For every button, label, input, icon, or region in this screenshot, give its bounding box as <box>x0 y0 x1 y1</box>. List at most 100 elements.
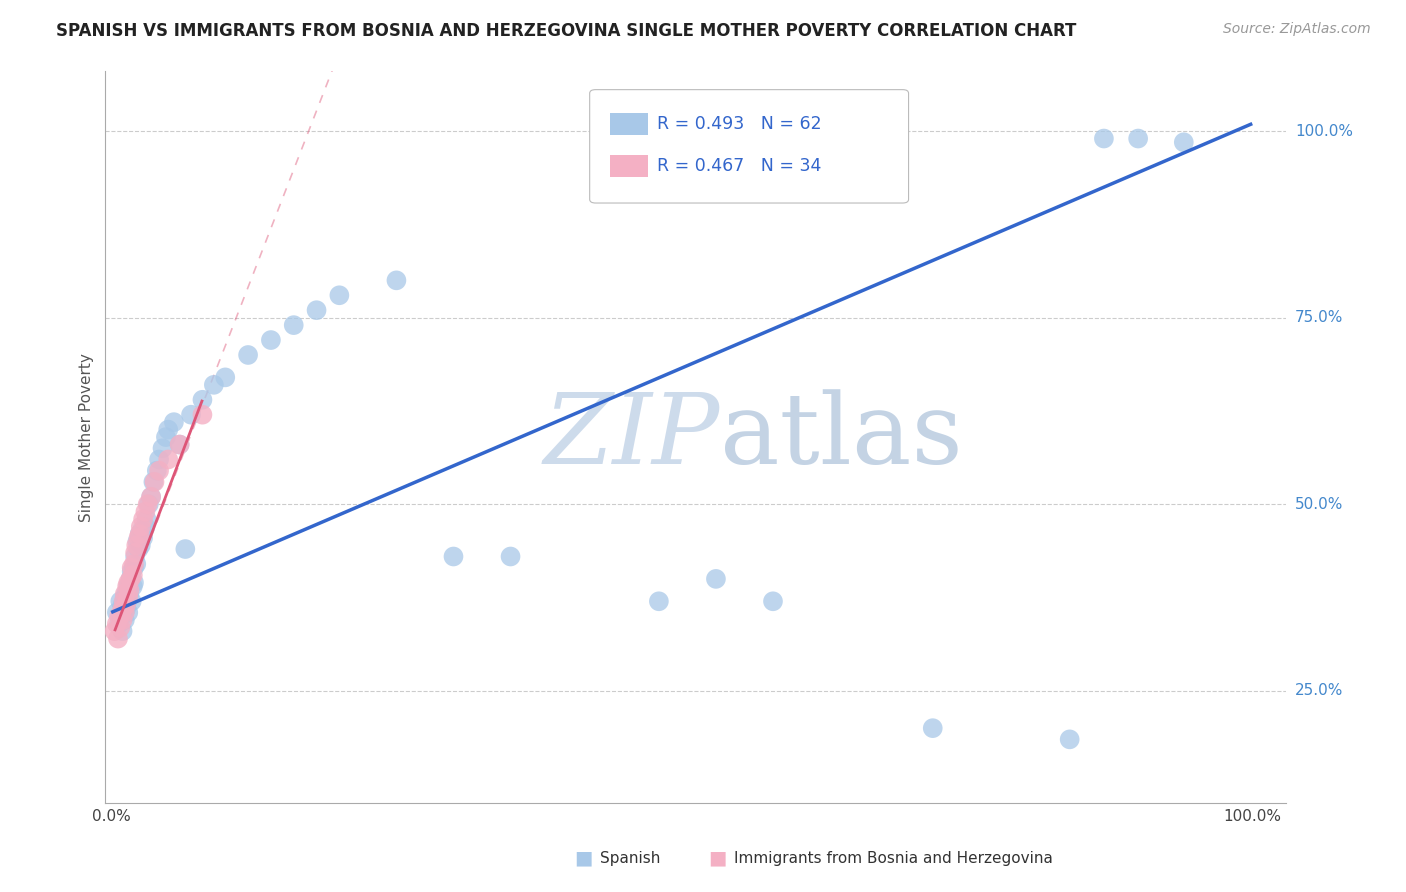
Point <box>105 606 128 620</box>
Point <box>157 423 180 437</box>
Point <box>260 333 283 347</box>
Point <box>236 348 259 362</box>
Point <box>110 594 132 608</box>
Text: 25.0%: 25.0% <box>1295 683 1343 698</box>
Point <box>110 606 132 620</box>
Point <box>128 542 150 557</box>
Point <box>118 587 141 601</box>
Point <box>443 549 465 564</box>
Point <box>762 594 785 608</box>
Point <box>128 527 150 541</box>
Point <box>107 632 129 646</box>
Text: Source: ZipAtlas.com: Source: ZipAtlas.com <box>1223 22 1371 37</box>
Point <box>134 519 156 533</box>
Point <box>163 415 186 429</box>
Point <box>157 452 180 467</box>
Point <box>117 575 139 590</box>
Point <box>112 601 135 615</box>
Point <box>191 408 214 422</box>
Point <box>108 616 131 631</box>
Point <box>129 519 152 533</box>
Point <box>1173 135 1195 149</box>
Point <box>131 524 153 538</box>
Point <box>117 591 139 605</box>
Point <box>135 512 157 526</box>
Bar <box>610 113 648 135</box>
Point <box>129 538 152 552</box>
Point <box>124 549 146 564</box>
Point <box>110 620 132 634</box>
Point <box>121 579 143 593</box>
Point <box>114 613 136 627</box>
Point <box>283 318 305 332</box>
Point <box>124 546 146 560</box>
Point <box>148 464 170 478</box>
Point <box>169 437 191 451</box>
Text: R = 0.493   N = 62: R = 0.493 N = 62 <box>657 115 821 133</box>
FancyBboxPatch shape <box>589 90 908 203</box>
Point <box>122 575 145 590</box>
Text: SPANISH VS IMMIGRANTS FROM BOSNIA AND HERZEGOVINA SINGLE MOTHER POVERTY CORRELAT: SPANISH VS IMMIGRANTS FROM BOSNIA AND HE… <box>56 22 1077 40</box>
Point <box>122 557 145 571</box>
Bar <box>610 155 648 178</box>
Point <box>143 475 166 489</box>
Point <box>111 598 134 612</box>
Point <box>128 531 150 545</box>
Text: R = 0.467   N = 34: R = 0.467 N = 34 <box>657 158 821 176</box>
Point <box>111 601 134 615</box>
Point <box>704 572 727 586</box>
Point <box>180 408 202 422</box>
Point <box>127 534 149 549</box>
Point <box>1059 732 1081 747</box>
Point <box>115 594 138 608</box>
Point <box>499 549 522 564</box>
Point <box>136 497 159 511</box>
Point <box>115 579 138 593</box>
Point <box>125 538 148 552</box>
Point <box>138 497 160 511</box>
Point <box>1126 131 1149 145</box>
Point <box>174 542 197 557</box>
Point <box>142 475 165 489</box>
Text: atlas: atlas <box>720 389 962 485</box>
Point <box>121 565 143 579</box>
Point <box>120 572 142 586</box>
Text: ZIP: ZIP <box>543 390 720 484</box>
Text: 100.0%: 100.0% <box>1223 809 1281 824</box>
Point <box>191 392 214 407</box>
Point <box>134 505 156 519</box>
Point <box>139 490 162 504</box>
Point <box>128 527 150 541</box>
Point <box>111 613 134 627</box>
Text: Immigrants from Bosnia and Herzegovina: Immigrants from Bosnia and Herzegovina <box>734 851 1053 865</box>
Point <box>305 303 328 318</box>
Point <box>114 606 136 620</box>
Point <box>114 591 136 605</box>
Point <box>121 560 143 574</box>
Point <box>111 624 134 639</box>
Point <box>1092 131 1115 145</box>
Point <box>202 377 225 392</box>
Point <box>921 721 943 735</box>
Point <box>120 572 142 586</box>
Point <box>146 464 169 478</box>
Point <box>125 557 148 571</box>
Point <box>115 587 138 601</box>
Point <box>117 606 139 620</box>
Point <box>121 568 143 582</box>
Point <box>139 490 162 504</box>
Point <box>385 273 408 287</box>
Point <box>108 609 131 624</box>
Point <box>115 598 138 612</box>
Text: Spanish: Spanish <box>600 851 661 865</box>
Point <box>148 452 170 467</box>
Point <box>110 609 132 624</box>
Point <box>132 512 155 526</box>
Text: ■: ■ <box>707 848 727 868</box>
Point <box>155 430 177 444</box>
Point <box>214 370 236 384</box>
Y-axis label: Single Mother Poverty: Single Mother Poverty <box>79 352 94 522</box>
Point <box>121 594 143 608</box>
Point <box>118 583 141 598</box>
Point <box>117 579 139 593</box>
